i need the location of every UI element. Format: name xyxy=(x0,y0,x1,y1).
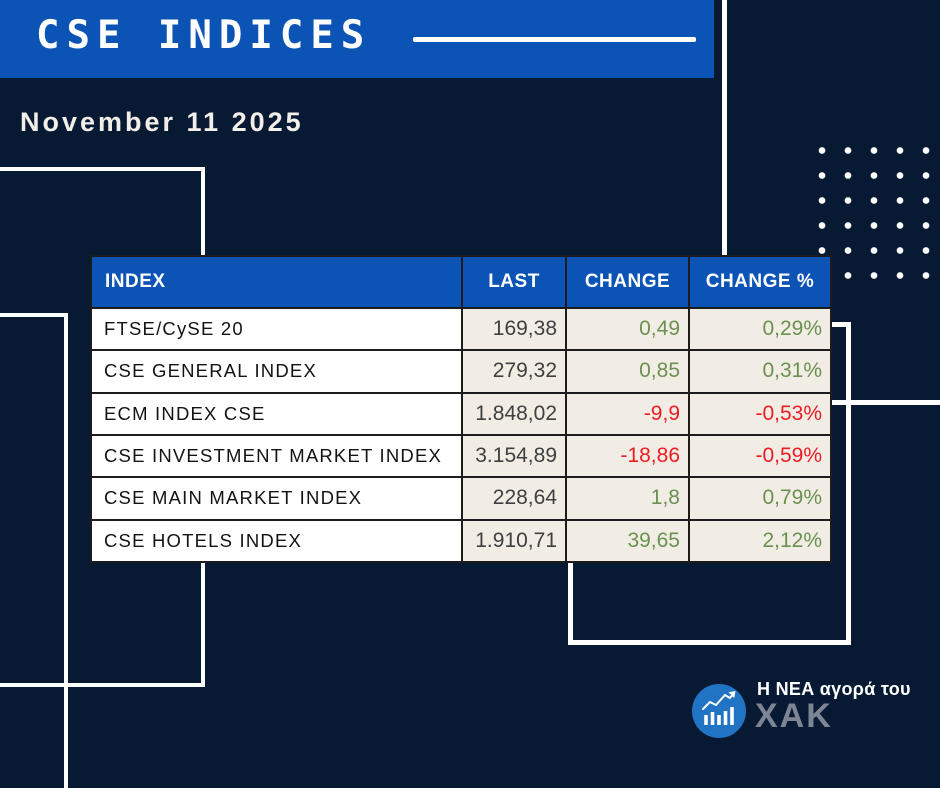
index-name-cell: CSE INVESTMENT MARKET INDEX xyxy=(92,435,461,477)
change-cell: 1,8 xyxy=(567,478,688,519)
index-name-cell: CSE HOTELS INDEX xyxy=(92,520,461,561)
page-title: CSE INDICES xyxy=(36,13,372,58)
logo-tagline: Η ΝΕΑ αγορά του xyxy=(757,679,911,699)
column-header-index: INDEX xyxy=(92,257,461,307)
last-cell: 279,32 xyxy=(463,351,565,392)
indices-table: INDEX LAST CHANGE CHANGE % FTSE/CySE 20 … xyxy=(90,255,832,563)
column-header-change-pct: CHANGE % xyxy=(690,257,830,307)
change-pct-cell: -0,53% xyxy=(690,393,830,434)
change-pct-cell: -0,59% xyxy=(690,435,830,477)
change-cell: -18,86 xyxy=(567,435,688,477)
date-label: November 11 2025 xyxy=(20,107,304,137)
title-accent-line xyxy=(413,37,696,42)
index-name-cell: FTSE/CySE 20 xyxy=(92,309,461,350)
change-pct-cell: 2,12% xyxy=(690,520,830,561)
change-cell: 0,85 xyxy=(567,351,688,392)
change-cell: 39,65 xyxy=(567,520,688,561)
index-name-cell: CSE GENERAL INDEX xyxy=(92,351,461,392)
last-cell: 169,38 xyxy=(463,309,565,350)
change-pct-cell: 0,29% xyxy=(690,309,830,350)
bar-chart-trend-icon xyxy=(702,691,736,725)
column-header-last: LAST xyxy=(463,257,565,307)
last-cell: 1.848,02 xyxy=(463,393,565,434)
index-name-cell: CSE MAIN MARKET INDEX xyxy=(92,478,461,519)
change-cell: 0,49 xyxy=(567,309,688,350)
change-cell: -9,9 xyxy=(567,393,688,434)
logo-brand: ΧΑΚ xyxy=(755,697,833,735)
column-header-change: CHANGE xyxy=(567,257,688,307)
index-name-cell: ECM INDEX CSE xyxy=(92,393,461,434)
decor-rectangle-bottom-left xyxy=(0,313,68,788)
change-pct-cell: 0,79% xyxy=(690,478,830,519)
last-cell: 1.910,71 xyxy=(463,520,565,561)
change-pct-cell: 0,31% xyxy=(690,351,830,392)
logo xyxy=(692,684,746,738)
last-cell: 228,64 xyxy=(463,478,565,519)
last-cell: 3.154,89 xyxy=(463,435,565,477)
